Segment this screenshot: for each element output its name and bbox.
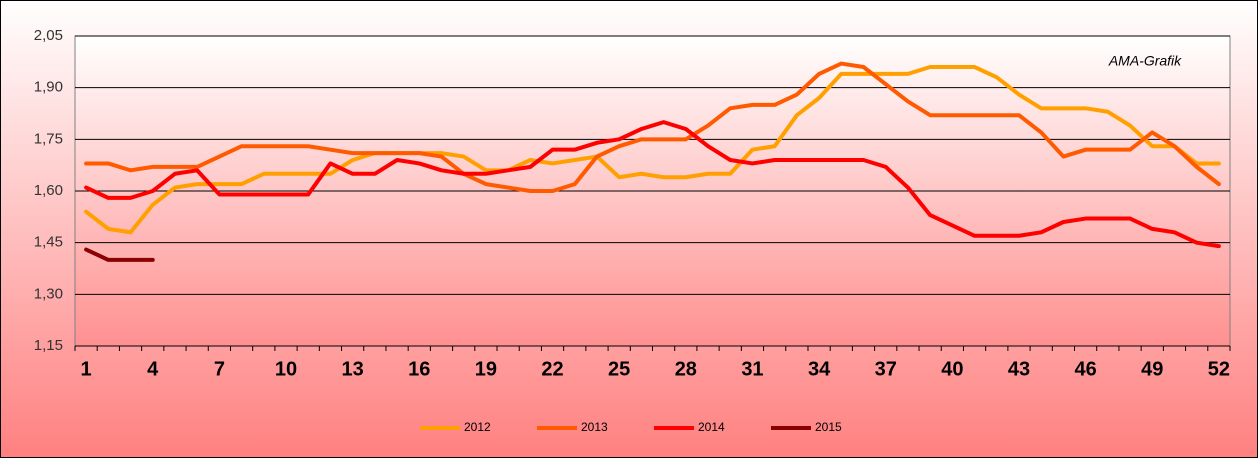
x-tick-label: 49: [1141, 358, 1163, 380]
x-tick-label: 19: [475, 358, 497, 380]
x-tick-label: 7: [214, 358, 225, 380]
legend-label: 2013: [581, 420, 608, 434]
x-tick-label: 37: [875, 358, 897, 380]
y-tick-label: 1,45: [34, 234, 63, 251]
x-tick-label: 40: [941, 358, 963, 380]
series-line: [84, 65, 1221, 235]
legend-label: 2015: [815, 420, 842, 434]
legend-label: 2012: [464, 420, 491, 434]
y-tick-label: 1,60: [34, 182, 63, 199]
annotation: AMA-Grafik: [1108, 53, 1182, 69]
y-tick-label: 1,30: [34, 285, 63, 302]
x-tick-label: 13: [342, 358, 364, 380]
y-tick-label: 2,05: [34, 27, 63, 44]
x-tick-label: 28: [675, 358, 697, 380]
x-tick-label: 10: [275, 358, 297, 380]
x-tick-label: 16: [408, 358, 430, 380]
x-tick-label: 43: [1008, 358, 1030, 380]
y-tick-label: 1,15: [34, 337, 63, 354]
y-tick-label: 1,90: [34, 79, 63, 96]
x-tick-label: 46: [1075, 358, 1097, 380]
y-tick-label: 1,75: [34, 130, 63, 147]
x-tick-label: 4: [147, 358, 159, 380]
x-tick-label: 22: [541, 358, 563, 380]
legend-label: 2014: [698, 420, 725, 434]
series-line: [84, 247, 155, 262]
series-line: [84, 61, 1221, 193]
x-tick-label: 25: [608, 358, 630, 380]
series-line: [84, 120, 1221, 249]
x-tick-label: 52: [1208, 358, 1230, 380]
x-tick-label: 1: [81, 358, 92, 380]
x-tick-label: 31: [741, 358, 763, 380]
x-tick-label: 34: [808, 358, 831, 380]
